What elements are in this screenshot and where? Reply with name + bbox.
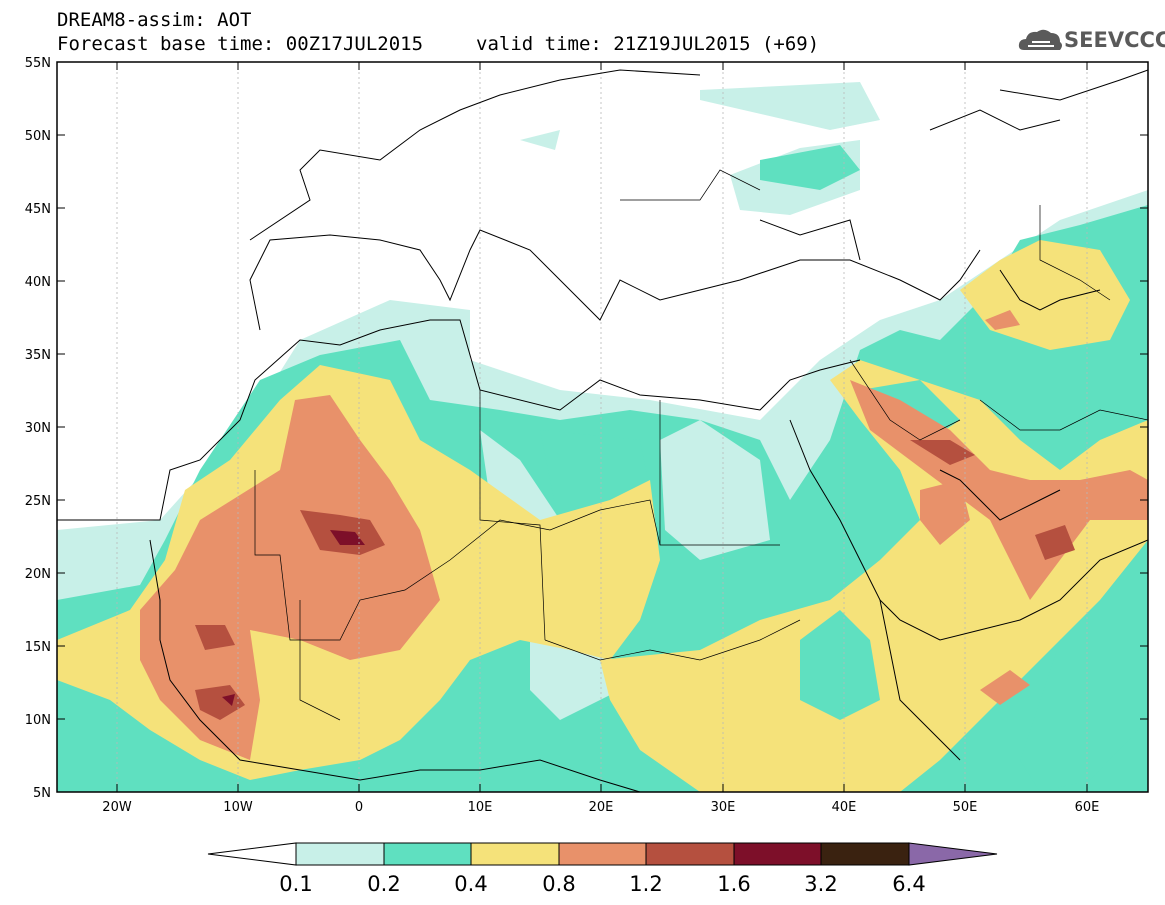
colorbar-label: 0.8 [542,872,575,896]
cloud-icon [1018,29,1062,50]
colorbar-label: 0.1 [279,872,312,896]
lat-label: 15N [25,640,51,655]
colorbar-labels: 0.1 0.2 0.4 0.8 1.2 1.6 3.2 6.4 [279,872,925,896]
colorbar [207,842,998,866]
colorbar-label: 1.6 [717,872,750,896]
lon-label: 20E [589,800,614,815]
colorbar-segment [645,842,735,866]
lat-label: 45N [25,202,51,217]
lat-label: 20N [25,567,51,582]
colorbar-segment [558,842,647,866]
colorbar-label: 3.2 [804,872,837,896]
colorbar-low-arrow [207,842,297,866]
aot-field [57,62,1148,792]
colorbar-label: 6.4 [892,872,925,896]
colorbar-segment [295,842,385,866]
lon-label: 50E [953,800,978,815]
lon-label: 20W [102,800,132,815]
colorbar-segment [383,842,472,866]
colorbar-label: 1.2 [629,872,662,896]
latitude-labels: 55N 50N 45N 40N 35N 30N 25N 20N 15N 10N … [25,56,51,801]
valid-time: valid time: 21Z19JUL2015 (+69) [476,33,820,55]
logo-text: SEEVCCC [1064,28,1165,52]
colorbar-label: 0.4 [454,872,487,896]
colorbar-high-arrow [908,842,998,866]
colorbar-segment [820,842,910,866]
lat-label: 30N [25,421,51,436]
colorbar-segment [733,842,822,866]
borders [254,169,1148,721]
lon-label: 30E [711,800,736,815]
lat-label: 5N [33,786,51,801]
lat-label: 50N [25,129,51,144]
aot-band-0.8 [140,310,1148,760]
lon-label: 0 [355,800,363,815]
lon-label: 10E [468,800,493,815]
lat-label: 25N [25,494,51,509]
colorbar-segment [470,842,560,866]
lat-label: 35N [25,348,51,363]
lat-label: 40N [25,275,51,290]
aot-band-1.6 [222,530,365,706]
longitude-labels: 20W 10W 0 10E 20E 30E 40E 50E 60E [102,800,1099,815]
lon-label: 40E [832,800,857,815]
lon-label: 60E [1075,800,1100,815]
lat-label: 55N [25,56,51,71]
lat-label: 10N [25,713,51,728]
forecast-base-time: Forecast base time: 00Z17JUL2015 [57,33,424,55]
axis-ticks [57,61,1148,792]
colorbar-label: 0.2 [367,872,400,896]
lon-label: 10W [223,800,253,815]
coastlines [57,69,1148,792]
map-title: DREAM8-assim: AOT [57,9,252,31]
